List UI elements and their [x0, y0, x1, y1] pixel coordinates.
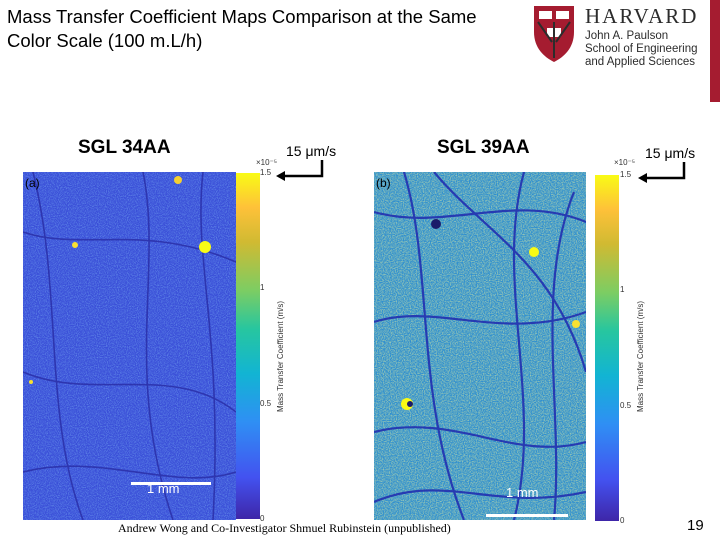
logo-line-2: School of Engineering: [585, 43, 698, 55]
colorbar-tick-a-3: 0.5: [260, 399, 272, 408]
logo-line-3: and Applied Sciences: [585, 56, 695, 68]
colorbar-exponent-b: ×10⁻⁵: [614, 158, 636, 167]
panel-label-a: (a): [25, 176, 40, 190]
colorbar-exponent-a: ×10⁻⁵: [256, 158, 278, 167]
logo-line-1: John A. Paulson: [585, 30, 669, 42]
scale-bar-label-b: 1 mm: [506, 485, 539, 500]
colorbar-a: [236, 173, 260, 519]
speed-label-a: 15 μm/s: [286, 143, 337, 159]
colorbar-tick-a-4: 0: [260, 514, 265, 523]
speed-label-b: 15 μm/s: [645, 145, 696, 161]
panel-label-b: (b): [376, 176, 391, 190]
colorbar-tick-b-3: 0.5: [620, 401, 632, 410]
credit-line: Andrew Wong and Co-Investigator Shmuel R…: [118, 521, 451, 535]
colorbar-title-a: Mass Transfer Coefficient (m/s): [276, 301, 285, 412]
colorbar-tick-b-4: 0: [620, 516, 625, 525]
logo-wordmark: HARVARD: [585, 4, 699, 28]
scale-bar-a: [131, 482, 211, 485]
mass-transfer-map-a: [23, 172, 236, 520]
sample-name-a: SGL 34AA: [78, 137, 171, 158]
slide-title: Mass Transfer Coefficient Maps Compariso…: [7, 6, 477, 51]
colorbar-b: [595, 175, 619, 521]
colorbar-tick-a-2: 1: [260, 283, 265, 292]
scale-bar-label-a: 1 mm: [147, 481, 180, 496]
flow-arrow-icon-a: [276, 160, 324, 181]
scale-bar-b: [486, 514, 568, 517]
colorbar-tick-b-1: 1.5: [620, 170, 632, 179]
accent-bar: [710, 0, 720, 102]
flow-arrow-icon-b: [638, 162, 686, 183]
page-number: 19: [687, 517, 704, 534]
colorbar-title-b: Mass Transfer Coefficient (m/s): [636, 301, 645, 412]
colorbar-tick-a-1: 1.5: [260, 168, 272, 177]
mass-transfer-map-b: [374, 172, 586, 520]
colorbar-tick-b-2: 1: [620, 285, 625, 294]
sample-name-b: SGL 39AA: [437, 137, 530, 158]
harvard-shield-icon: [534, 6, 574, 62]
